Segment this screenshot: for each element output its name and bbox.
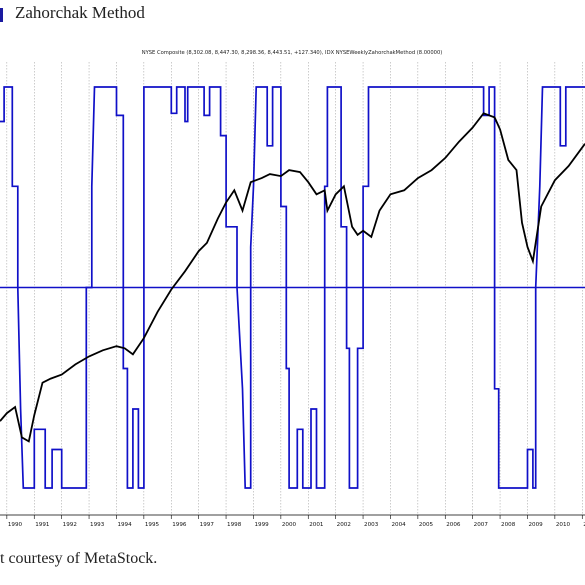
x-tick-label: 2003 [364, 522, 379, 528]
x-tick-label: 1999 [254, 522, 269, 528]
x-tick-label: 1996 [172, 522, 187, 528]
x-tick-label: 1993 [90, 522, 105, 528]
x-tick-label: 1992 [63, 522, 77, 528]
x-tick-label: 1991 [35, 522, 50, 528]
plot-background [0, 40, 585, 545]
figure-title: Zahorchak Method [15, 3, 145, 22]
nyse-series-line [0, 112, 585, 443]
x-tick-label: 1994 [117, 522, 132, 528]
x-tick-label: 1990 [8, 522, 23, 528]
figure-caption: t courtesy of MetaStock. [0, 550, 158, 567]
x-tick-label: 20 [583, 522, 585, 528]
chart: NYSE Composite (8,302.08, 8,447.30, 8,29… [0, 40, 585, 545]
figure-marker [0, 8, 3, 22]
x-tick-label: 2007 [474, 522, 489, 528]
x-tick-label: 2008 [501, 522, 516, 528]
x-tick-label: 2004 [391, 522, 406, 528]
x-tick-label: 1997 [200, 522, 215, 528]
x-tick-label: 1995 [145, 522, 160, 528]
x-axis-ticks: 1990 1991 1992 1993 1994 1995 1996 1997 1998 1999… [6, 515, 585, 528]
x-tick-label: 2006 [446, 522, 461, 528]
x-tick-label: 2010 [556, 522, 571, 528]
x-tick-label: 2005 [419, 522, 434, 528]
x-tick-label: 2002 [337, 522, 351, 528]
zahorchak-series-line [0, 86, 585, 489]
x-tick-label: 1998 [227, 522, 242, 528]
x-tick-label: 2009 [528, 522, 543, 528]
x-tick-label: 2001 [309, 522, 324, 528]
x-tick-label: 2000 [282, 522, 297, 528]
chart-legend-text: NYSE Composite (8,302.08, 8,447.30, 8,29… [142, 50, 443, 56]
